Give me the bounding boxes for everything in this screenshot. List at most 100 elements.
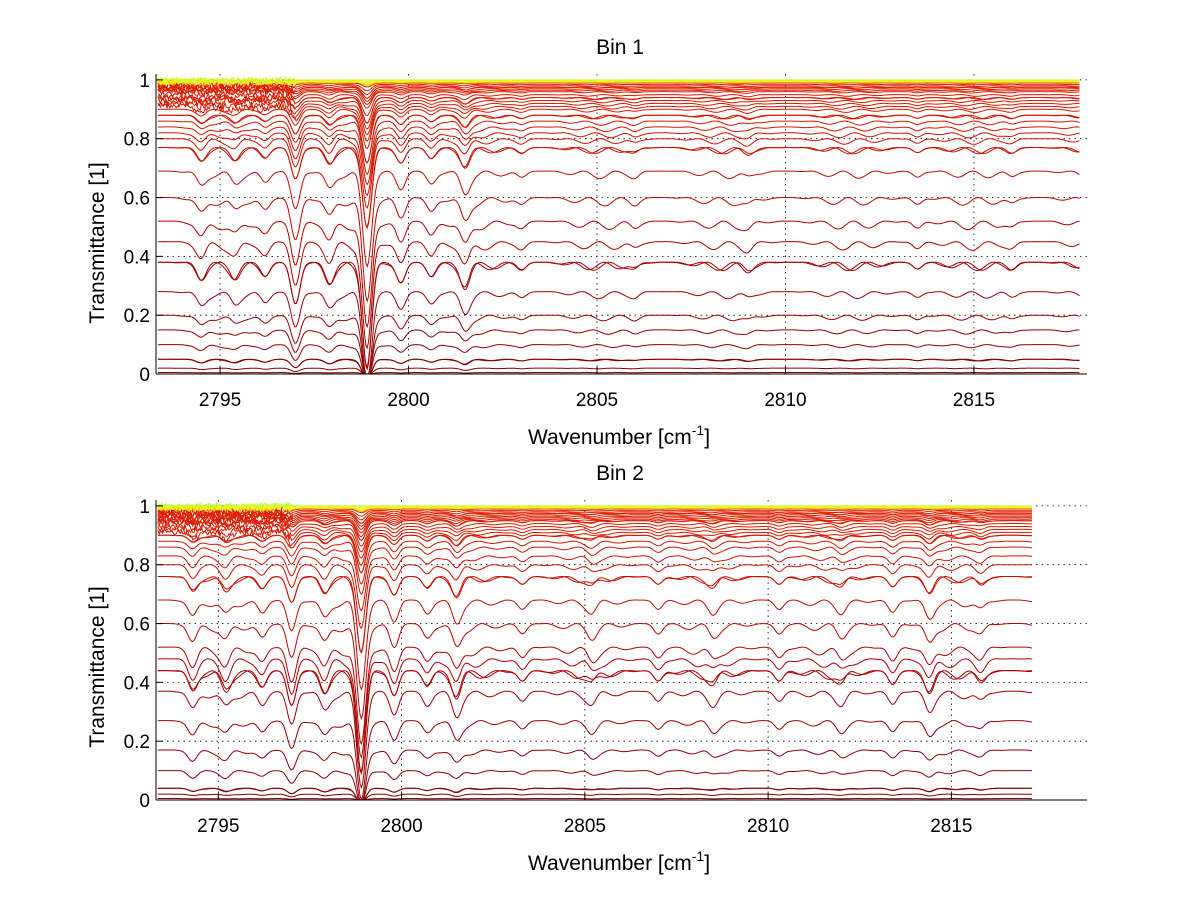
spectrum-line (157, 504, 1033, 514)
y-tick-label: 1 (139, 71, 150, 92)
y-tick-label: 0.8 (124, 556, 150, 577)
spectrum-line (157, 720, 1033, 801)
spectrum-line (157, 291, 1080, 375)
spectrum-line (157, 525, 1033, 559)
spectrum-line (157, 81, 1080, 96)
x-tick-label: 2795 (197, 816, 239, 837)
spectrum-line (157, 220, 1080, 329)
spectrum-line (157, 76, 1080, 86)
spectrum-line (157, 100, 1080, 136)
y-axis-label: Transmittance [1] (86, 586, 109, 747)
spectrum-line (157, 126, 1080, 186)
spectrum-line (157, 76, 1080, 86)
spectrum-line (157, 510, 1032, 527)
y-tick-label: 1 (139, 497, 150, 518)
x-tick-label: 2800 (387, 390, 429, 411)
spectrum-line (157, 546, 1033, 596)
spectrum-line (157, 522, 1033, 553)
x-tick-label: 2810 (764, 390, 806, 411)
spectrum-line (157, 76, 1080, 85)
chart-title: Bin 2 (596, 462, 644, 485)
spectrum-line (157, 646, 1033, 746)
spectrum-line (157, 501, 1032, 511)
spectrum-line (157, 770, 1032, 801)
spectrum-line (157, 787, 1032, 801)
spectrum-line (157, 87, 1080, 109)
spectrum-line (157, 540, 1033, 585)
spectrum-line (157, 344, 1080, 375)
spectrum-line (157, 329, 1080, 375)
spectrum-line (157, 83, 1080, 102)
spectrum-line (157, 132, 1080, 197)
spectrum-line (157, 793, 1032, 801)
spectrum-line (157, 241, 1080, 350)
x-tick-label: 2815 (930, 816, 972, 837)
spectrum-line (157, 96, 1080, 130)
spectrum-line (157, 564, 1033, 630)
spectra-lines (157, 501, 1033, 801)
x-tick-label: 2805 (564, 816, 606, 837)
spectrum-line (157, 314, 1080, 375)
subplot-bin-1: Bin 1 2795 2800 2805 2810 2815 0 0.2 0.4 0.6 0.8 1… (86, 36, 1087, 449)
spectrum-line (157, 519, 1033, 547)
spectrum-line (157, 85, 1080, 106)
y-tick-label: 0.2 (124, 732, 150, 753)
spectrum-line (157, 91, 1080, 117)
spectrum-line (157, 513, 1032, 534)
spectrum-line (157, 504, 1032, 514)
spectrum-line (157, 512, 1032, 530)
spectrum-line (157, 502, 1032, 512)
chart-title: Bin 1 (596, 36, 644, 59)
spectrum-line (157, 146, 1080, 228)
y-tick-label: 0.2 (124, 306, 150, 327)
spectrum-line (157, 798, 1032, 801)
x-axis-label: Wavenumber [cm-1] (528, 848, 710, 875)
spectrum-line (157, 138, 1080, 210)
spectrum-line (157, 170, 1080, 268)
spectrum-line (157, 599, 1033, 691)
y-tick-label: 0.6 (124, 615, 150, 636)
y-axis-label: Transmittance [1] (86, 162, 109, 323)
x-tick-label: 2810 (747, 816, 789, 837)
subplot-bin-2: Bin 2 2795 2800 2805 2810 2815 0 0.2 0.4 0.6 0.8 1… (86, 462, 1087, 875)
x-axis-label: Wavenumber [cm-1] (528, 422, 710, 449)
spectrum-line (157, 196, 1080, 303)
spectrum-line (157, 690, 1033, 790)
spectrum-line (157, 93, 1080, 124)
spectrum-line (157, 501, 1032, 511)
x-tick-label: 2815 (953, 390, 995, 411)
spectrum-line (157, 509, 1032, 524)
spectrum-line (157, 372, 1080, 375)
axes: 2795 2800 2805 2810 2815 0 0.2 0.4 0.6 0.8 1 (124, 71, 1087, 411)
spectrum-line (157, 114, 1080, 164)
spectrum-line (157, 78, 1080, 88)
y-tick-label: 0 (139, 365, 150, 386)
y-tick-label: 0.6 (124, 189, 150, 210)
y-tick-label: 0.4 (124, 673, 151, 694)
spectrum-line (157, 622, 1033, 721)
spectrum-line (157, 528, 1032, 566)
spectrum-line (157, 670, 1033, 773)
spectrum-line (157, 120, 1080, 176)
y-tick-label: 0.8 (124, 130, 150, 151)
spectrum-line (157, 658, 1033, 759)
x-tick-label: 2795 (199, 390, 241, 411)
spectrum-line (157, 108, 1080, 150)
spectrum-line (157, 102, 1080, 142)
spectrum-line (157, 261, 1080, 369)
spectrum-line (157, 358, 1080, 375)
spectrum-line (157, 83, 1080, 99)
y-tick-label: 0.4 (124, 247, 151, 268)
spectrum-line (157, 79, 1080, 92)
spectrum-line (157, 507, 1032, 521)
spectrum-line (157, 576, 1033, 653)
spectrum-line (157, 555, 1033, 612)
spectrum-line (157, 515, 1032, 538)
spectra-lines (157, 76, 1080, 375)
spectrum-line (157, 367, 1080, 375)
x-tick-label: 2805 (576, 390, 618, 411)
spectrum-line (157, 534, 1033, 574)
spectrum-line (157, 503, 1032, 513)
x-tick-label: 2800 (380, 816, 422, 837)
